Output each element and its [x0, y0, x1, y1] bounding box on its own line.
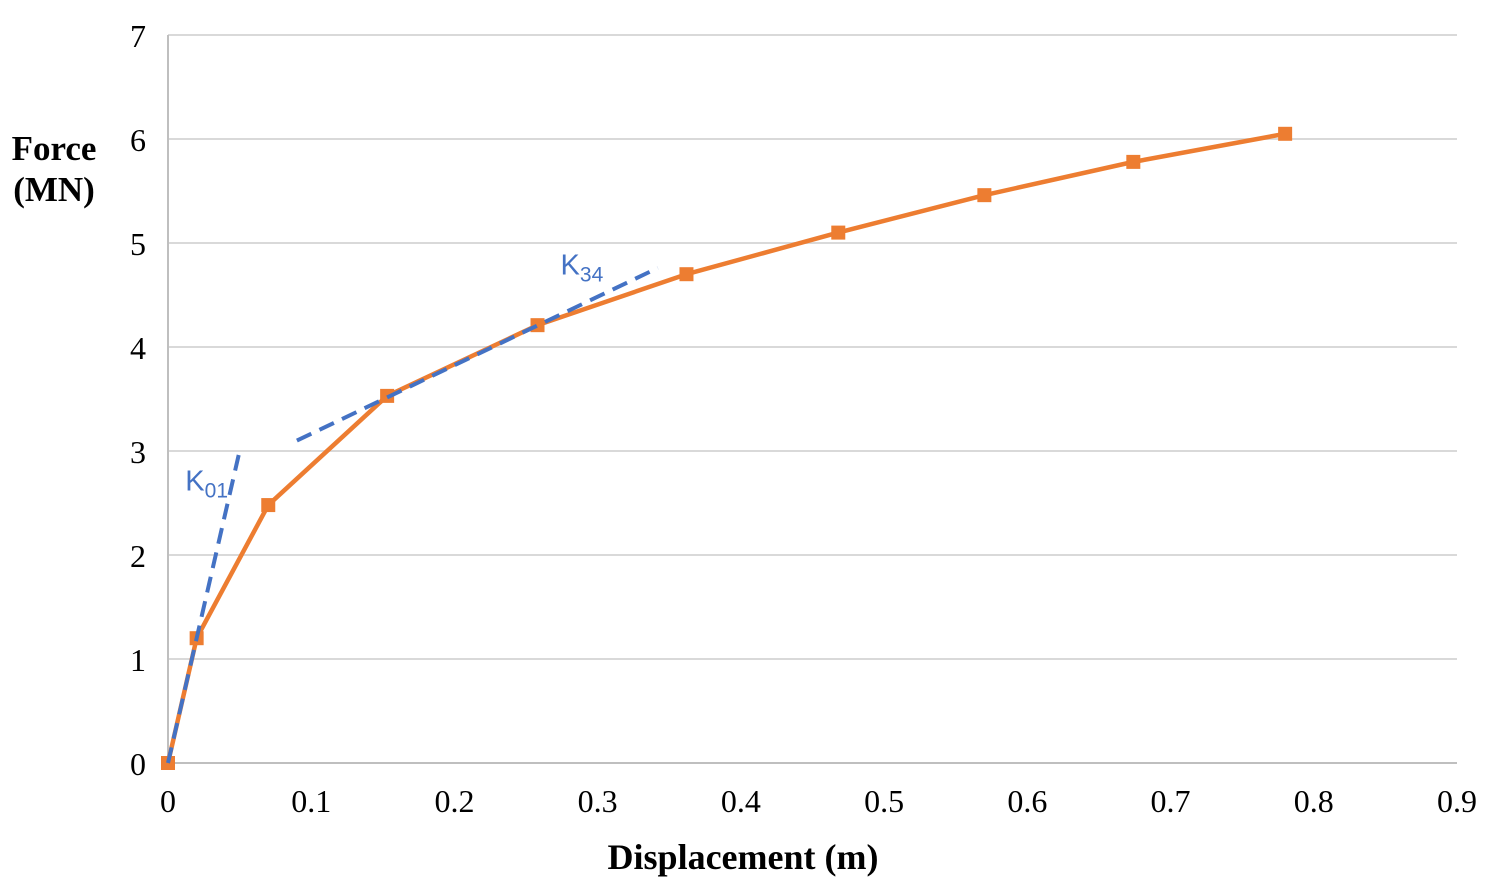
K01-stiffness-line — [166, 450, 242, 764]
force-displacement-curve-line — [165, 131, 1286, 764]
K34-stiffness-line — [296, 266, 659, 443]
annotation-k34: K34 — [560, 249, 604, 285]
y-tick-label-5: 5 — [130, 226, 146, 262]
y-tick-label-6: 6 — [130, 122, 146, 158]
annotation-k01-sub: 01 — [204, 479, 229, 503]
force-displacement-curve-marker-7 — [977, 188, 992, 203]
x-tick-label-0.7: 0.7 — [1151, 783, 1191, 819]
x-tick-label-0.1: 0.1 — [291, 783, 331, 819]
y-tick-label-1: 1 — [130, 642, 146, 678]
x-tick-label-0.2: 0.2 — [434, 783, 474, 819]
x-tick-label-0.8: 0.8 — [1294, 783, 1334, 819]
y-axis-title: Force (MN) — [11, 129, 97, 210]
force-displacement-curve-marker-6 — [831, 225, 846, 240]
x-tick-label-0.6: 0.6 — [1007, 783, 1047, 819]
force-displacement-curve-marker-8 — [1126, 154, 1141, 169]
force-displacement-curve-marker-5 — [679, 267, 694, 282]
y-tick-label-4: 4 — [130, 330, 146, 366]
annotation-k01-main: K — [185, 465, 205, 498]
force-displacement-curve-marker-9 — [1278, 126, 1293, 141]
y-tick-label-7: 7 — [130, 18, 146, 54]
x-tick-label-0: 0 — [160, 783, 176, 819]
y-tick-label-3: 3 — [130, 434, 146, 470]
x-tick-label-0.5: 0.5 — [864, 783, 904, 819]
annotation-k34-sub: 34 — [579, 263, 604, 287]
y-tick-label-2: 2 — [130, 538, 146, 574]
y-tick-label-0: 0 — [130, 746, 146, 782]
annotation-k34-main: K — [560, 249, 580, 282]
x-tick-label-0.3: 0.3 — [578, 783, 618, 819]
force-displacement-curve-marker-2 — [261, 498, 276, 513]
x-axis-title: Displacement (m) — [607, 837, 879, 877]
x-tick-label-0.4: 0.4 — [721, 783, 761, 819]
x-tick-label-0.9: 0.9 — [1437, 783, 1477, 819]
annotation-k01: K01 — [185, 465, 228, 502]
